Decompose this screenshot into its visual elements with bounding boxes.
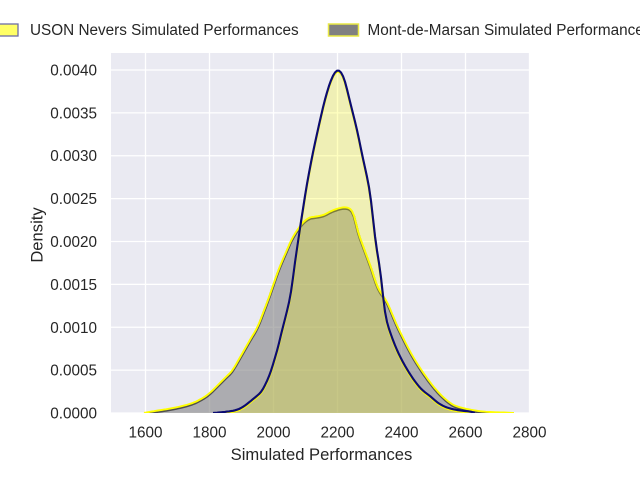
svg-text:2800: 2800	[512, 424, 546, 441]
svg-text:0.0000: 0.0000	[50, 406, 97, 423]
svg-text:1600: 1600	[128, 424, 162, 441]
svg-text:0.0015: 0.0015	[50, 277, 97, 294]
svg-text:2400: 2400	[384, 424, 418, 441]
svg-text:2200: 2200	[320, 424, 354, 441]
svg-text:0.0040: 0.0040	[50, 63, 97, 80]
svg-text:Density: Density	[28, 207, 47, 263]
svg-text:Simulated Performances: Simulated Performances	[231, 445, 413, 464]
svg-text:0.0030: 0.0030	[50, 148, 97, 165]
svg-text:0.0010: 0.0010	[50, 320, 97, 337]
svg-text:1800: 1800	[192, 424, 226, 441]
svg-text:Mont-de-Marsan Simulated Perfo: Mont-de-Marsan Simulated Performances	[368, 22, 640, 39]
svg-text:0.0025: 0.0025	[50, 191, 97, 208]
svg-text:0.0020: 0.0020	[50, 234, 97, 251]
svg-text:0.0005: 0.0005	[50, 363, 97, 380]
svg-text:USON Nevers Simulated Performa: USON Nevers Simulated Performances	[30, 22, 299, 39]
svg-text:2600: 2600	[448, 424, 482, 441]
svg-text:2000: 2000	[256, 424, 290, 441]
svg-text:0.0035: 0.0035	[50, 105, 97, 122]
